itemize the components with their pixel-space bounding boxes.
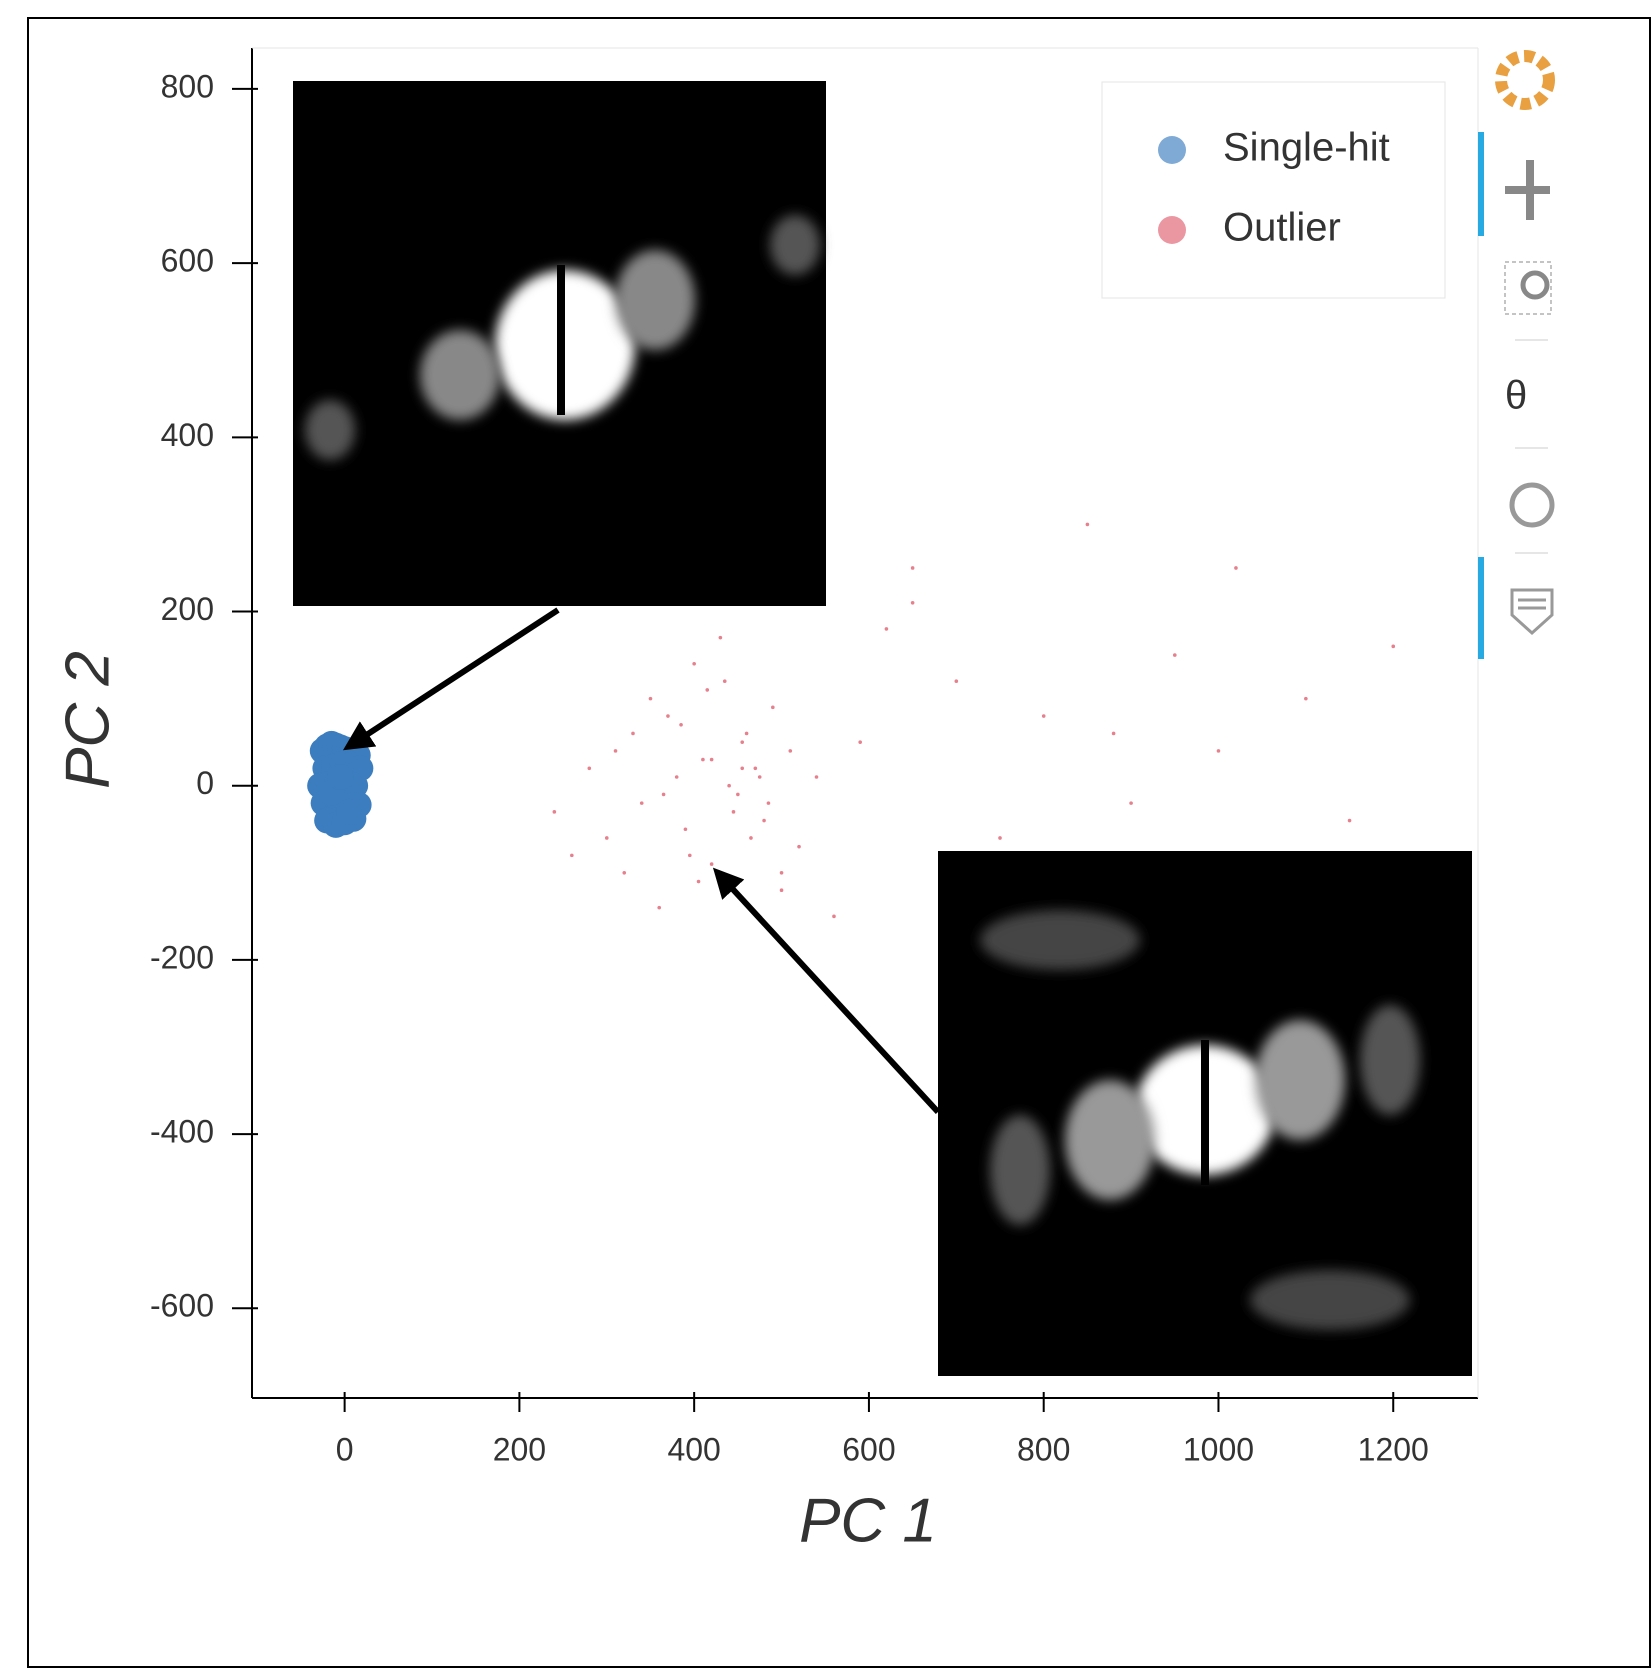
point: [657, 905, 662, 910]
point: [692, 661, 696, 666]
point: [727, 783, 731, 788]
y-axis-title: PC 2: [53, 651, 122, 789]
x-tick-label: 0: [336, 1431, 354, 1467]
arrow: [342, 607, 560, 751]
y-tick-label: 400: [161, 417, 214, 453]
point: [740, 766, 745, 771]
toolbar: θ: [1478, 50, 1555, 659]
point: [753, 766, 758, 771]
active-indicator: [1478, 132, 1484, 236]
point: [674, 775, 679, 779]
point: [661, 792, 666, 797]
x-tick-label: 400: [667, 1431, 720, 1467]
point: [327, 764, 354, 790]
x-tick-label: 1000: [1183, 1431, 1254, 1467]
inset-image: [938, 851, 1472, 1376]
point: [570, 853, 574, 858]
point: [1041, 714, 1046, 718]
point: [666, 714, 670, 718]
point: [701, 757, 705, 762]
point: [910, 601, 915, 605]
point: [1085, 522, 1090, 527]
point: [766, 801, 771, 805]
point: [1129, 801, 1133, 805]
point: [335, 798, 362, 825]
frame: [27, 17, 1651, 1668]
point: [954, 679, 959, 683]
box-zoom-tool[interactable]: [1504, 261, 1552, 315]
point: [814, 775, 819, 779]
legend-marker: [1158, 136, 1186, 164]
point: [1347, 818, 1352, 823]
point: [639, 801, 644, 805]
point: [683, 827, 688, 832]
point: [709, 757, 714, 762]
point: [622, 871, 627, 875]
x-tick-label: 800: [1017, 1431, 1070, 1467]
y-tick-label: 200: [161, 591, 214, 627]
point: [740, 740, 745, 744]
reset-tool[interactable]: [1509, 482, 1555, 528]
y-tick-label: 800: [161, 68, 214, 104]
point: [696, 879, 701, 884]
point: [858, 740, 862, 744]
axes: 0 200 400 600 800 1000 1200 -600 -400 -200 0 200 400…: [150, 47, 1479, 1467]
point: [998, 836, 1002, 840]
legend-marker: [1158, 216, 1186, 244]
point: [731, 810, 736, 814]
point: [762, 818, 766, 823]
point: [604, 836, 609, 840]
point: [779, 871, 784, 875]
point: [779, 888, 784, 893]
x-tick-label: 1200: [1358, 1431, 1429, 1467]
hover-tool[interactable]: [1510, 588, 1554, 636]
x-tick-label: 200: [493, 1431, 546, 1467]
arrow: [712, 867, 941, 1115]
point: [1304, 696, 1308, 701]
logo: [1495, 50, 1555, 110]
point: [910, 566, 915, 570]
pan-tool[interactable]: [1505, 160, 1550, 220]
point: [884, 627, 889, 631]
point: [1391, 644, 1396, 649]
point: [788, 749, 793, 753]
point: [687, 853, 692, 858]
active-indicator: [1478, 557, 1484, 659]
point: [1111, 731, 1116, 736]
point: [718, 635, 723, 640]
x-tick-label: 600: [842, 1431, 895, 1467]
wheel-zoom-tool[interactable]: θ: [1505, 374, 1527, 418]
point: [797, 844, 801, 849]
point: [631, 731, 635, 736]
legend-label: Outlier: [1223, 206, 1341, 250]
point: [722, 679, 727, 683]
legend-label: Single-hit: [1223, 126, 1390, 170]
y-tick-label: 0: [196, 765, 214, 801]
inset-image: [293, 81, 826, 606]
point: [1216, 749, 1221, 753]
point: [648, 696, 653, 701]
point: [736, 792, 740, 797]
point: [1172, 653, 1177, 657]
point: [613, 749, 618, 753]
legend-entries: Single-hit Outlier: [1158, 126, 1390, 250]
y-tick-label: -600: [150, 1288, 214, 1324]
point: [749, 836, 753, 840]
point: [744, 731, 749, 736]
y-tick-label: -200: [150, 939, 214, 975]
y-tick-label: 600: [161, 243, 214, 279]
point: [552, 810, 557, 814]
point: [771, 705, 775, 710]
point: [832, 914, 836, 919]
point: [709, 862, 714, 866]
point: [705, 688, 710, 692]
point: [757, 775, 762, 779]
y-tick-label: -400: [150, 1114, 214, 1150]
point: [1234, 566, 1238, 570]
point: [679, 722, 683, 727]
x-axis-title: PC 1: [799, 1486, 937, 1555]
point: [587, 766, 592, 771]
legend: [1101, 81, 1446, 299]
